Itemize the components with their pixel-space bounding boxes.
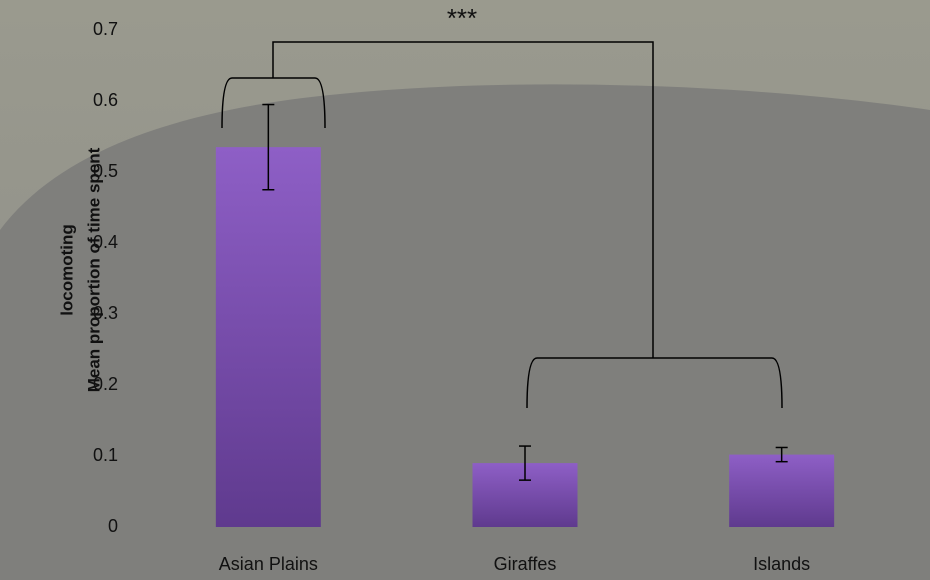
x-tick-label: Giraffes [494,554,557,574]
bar [215,147,321,527]
bracket [526,357,783,409]
significance-brackets [221,41,783,409]
y-tick-label: 0.5 [93,161,118,181]
y-tick-label: 0.6 [93,90,118,110]
y-axis-label: Mean proportion of time spent [84,147,103,392]
y-tick-label: 0.4 [93,232,118,252]
bracket-connector [272,41,654,358]
y-tick-label: 0.1 [93,445,118,465]
x-tick-label: Asian Plains [219,554,318,574]
y-axis-label: locomoting [57,224,76,316]
significance-annotation: *** [447,3,477,33]
y-tick-label: 0.7 [93,19,118,39]
y-tick-label: 0 [108,516,118,536]
error-bar [519,445,531,481]
bar [729,454,835,527]
error-bar [262,103,275,191]
error-bar [775,446,788,463]
y-tick-label: 0.2 [93,374,118,394]
x-tick-label: Islands [753,554,810,574]
y-tick-label: 0.3 [93,303,118,323]
